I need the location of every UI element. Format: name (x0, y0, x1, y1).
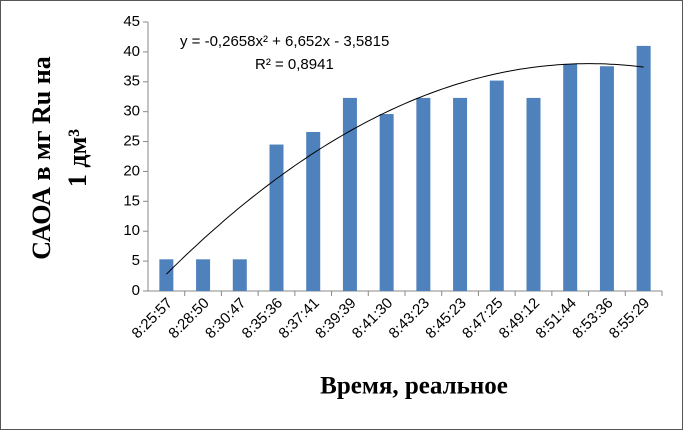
y-tick-label: 0 (132, 282, 140, 299)
y-axis-title-line: САОА в мг Ru на (27, 56, 56, 259)
y-axis-title: САОА в мг Ru на 1 дм³ (27, 56, 92, 259)
bar (379, 114, 394, 292)
bar (342, 97, 357, 291)
bar (269, 144, 284, 291)
bar (636, 45, 651, 292)
y-tick-label: 25 (123, 133, 140, 150)
y-axis-title-line: 1 дм³ (63, 129, 92, 187)
bar (416, 97, 431, 291)
trendline (166, 63, 644, 275)
y-tick-label: 40 (123, 43, 140, 60)
y-tick-label: 30 (123, 103, 140, 120)
y-tick-label: 5 (132, 252, 140, 269)
y-tick-label: 15 (123, 192, 140, 209)
bar (196, 259, 211, 291)
bar (526, 97, 541, 291)
trend-r2: R² = 0,8941 (255, 56, 334, 73)
bar (306, 131, 321, 291)
y-tick-label: 20 (123, 162, 140, 179)
bar (563, 63, 578, 291)
bar (489, 80, 504, 292)
y-tick-label: 10 (123, 222, 140, 239)
bar (599, 66, 614, 291)
bar (453, 97, 468, 291)
bar (159, 259, 174, 291)
trend-equation: y = -0,2658x² + 6,652x - 3,5815 (180, 33, 389, 50)
bar (232, 259, 247, 291)
y-tick-label: 45 (123, 13, 140, 30)
x-axis-title: Время, реальное (320, 373, 508, 400)
y-tick-label: 35 (123, 73, 140, 90)
